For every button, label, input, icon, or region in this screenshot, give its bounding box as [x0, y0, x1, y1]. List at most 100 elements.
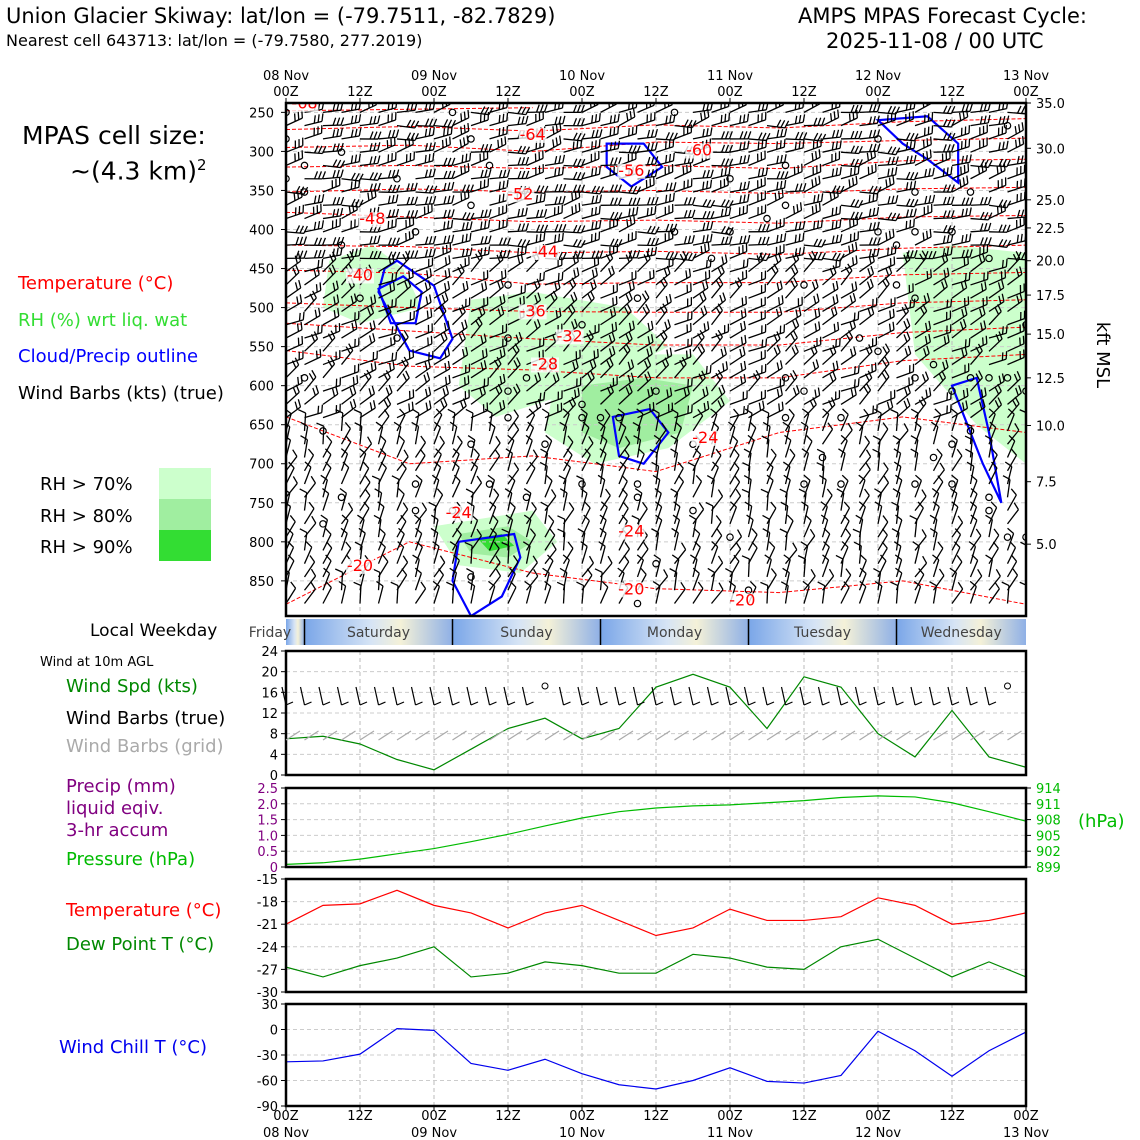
wind-barb-shaft	[1007, 330, 1025, 339]
wind-barb-feather	[460, 193, 463, 202]
wind-barb-feather	[979, 308, 983, 317]
wind-barb-feather	[649, 403, 651, 412]
wind-barb-shaft	[970, 109, 989, 114]
bottom-date-label: 08 Nov	[263, 1126, 309, 1140]
wind-barb-shaft	[711, 271, 725, 286]
wind-barb-shaft	[840, 587, 850, 604]
wind-barb-feather	[350, 129, 354, 138]
wind-barb-feather	[549, 528, 556, 536]
wind-barb-feather	[906, 397, 911, 406]
wind-barb-feather	[382, 554, 389, 563]
wind-barb-shaft	[1006, 509, 1019, 525]
wind-barb-feather	[461, 348, 465, 358]
wind-barb-shaft	[896, 118, 914, 127]
wind-barb-shaft	[729, 354, 746, 366]
wind-barb-shaft	[766, 104, 784, 113]
wind-barb-shaft	[544, 142, 562, 153]
wind-barb-shaft	[525, 467, 536, 485]
wind-barb-feather	[969, 207, 972, 216]
wind-barb-feather	[405, 370, 410, 379]
wind-barb-shaft	[803, 300, 820, 313]
wind-barb-feather	[293, 113, 296, 122]
wind-barb-shaft	[785, 138, 804, 141]
wind-barb-feather	[872, 405, 875, 414]
wind-barb-feather	[628, 197, 633, 206]
wind-barb-feather	[469, 152, 472, 161]
wind-barb-shaft	[618, 391, 633, 405]
wind-barb-feather	[651, 528, 659, 534]
wind-barb-shaft	[286, 191, 304, 195]
wind-barb-shaft	[692, 393, 709, 405]
wind-barb-shaft	[637, 119, 655, 127]
wind-barb-shaft	[544, 586, 552, 604]
wind-barb-feather	[581, 701, 590, 706]
wind-barb-shaft	[396, 285, 411, 299]
wind-barb-feather	[933, 701, 941, 706]
wind-barb-feather	[849, 348, 854, 357]
wind-barb-feather	[441, 303, 447, 312]
wind-barb-feather	[719, 294, 724, 303]
wind-barb-feather	[845, 528, 852, 536]
wind-barb-shaft	[877, 482, 890, 498]
temp-label-text: -48	[359, 209, 385, 228]
wind-barb-shaft	[433, 454, 442, 472]
wind-barb-feather	[712, 461, 719, 468]
wind-barb-shaft	[488, 479, 496, 498]
wind-barb-feather	[617, 197, 622, 206]
wind-barb-shaft	[341, 186, 360, 193]
wind-barb-feather	[295, 225, 301, 233]
wind-barb-shaft	[988, 266, 1007, 273]
panel-ytick-label: 30	[261, 998, 278, 1013]
wind-barb-feather	[885, 268, 890, 276]
wind-barb-feather	[998, 224, 1003, 233]
wind-barb-shaft	[415, 108, 434, 114]
xs-layer: -68-64-60-56-52-48-44-40-36-32-28-24-24-…	[286, 103, 1033, 616]
wind-barb-feather	[928, 387, 932, 396]
calm-circle	[467, 201, 475, 210]
wind-barb-feather	[835, 234, 839, 243]
wind-barb-feather	[950, 132, 956, 141]
wind-barb-feather	[310, 582, 316, 590]
wind-barb-shaft	[544, 413, 550, 432]
wind-barb-feather	[858, 130, 863, 139]
wind-barb-feather	[1027, 568, 1033, 573]
calm-circle	[1003, 533, 1012, 541]
calm-circle	[818, 453, 827, 462]
wind-barb-feather	[572, 118, 578, 126]
wind-barb-feather	[794, 234, 797, 243]
wind-barb-feather	[561, 232, 564, 241]
xs-ytick-label: 600	[249, 380, 274, 395]
wind-barb-feather	[710, 199, 716, 208]
wind-barb-feather	[988, 701, 997, 706]
wind-barb-feather	[982, 306, 986, 315]
wind-barb-feather	[432, 118, 438, 127]
wind-barb-shaft	[655, 429, 667, 445]
wind-barb-feather	[942, 144, 947, 153]
wind-barb-feather	[950, 298, 953, 307]
wind-barb-shaft	[544, 287, 561, 299]
temp-label: -36	[518, 301, 547, 320]
wind-barb-shaft	[322, 215, 341, 220]
wind-barb-feather	[969, 580, 977, 587]
wind-barb-feather	[877, 701, 886, 706]
wind-barb-feather	[792, 542, 798, 550]
wind-barb-shaft	[359, 368, 377, 379]
wind-barb-feather	[413, 514, 422, 521]
cell-size-text: ~(4.3 km)	[70, 156, 197, 186]
wind-barb-feather	[488, 208, 492, 218]
wind-barb-shaft	[877, 397, 895, 406]
wind-barb-shaft	[618, 349, 631, 365]
temperature-line	[285, 889, 1027, 937]
wind-barb-feather	[646, 129, 651, 138]
wind-barb-shaft	[378, 107, 397, 113]
wind-barb-feather	[817, 307, 821, 317]
wind-barb-feather	[831, 252, 837, 261]
wind-barb-feather	[842, 408, 849, 415]
wind-barb-shaft	[969, 520, 978, 538]
wind-barb-feather	[320, 474, 328, 481]
wind-barb-shaft	[304, 266, 323, 273]
wind-barb-feather	[461, 234, 464, 243]
wind-barb-shaft	[433, 299, 449, 312]
wind-barb-shaft	[544, 549, 557, 565]
wind-barb-feather	[364, 488, 371, 496]
